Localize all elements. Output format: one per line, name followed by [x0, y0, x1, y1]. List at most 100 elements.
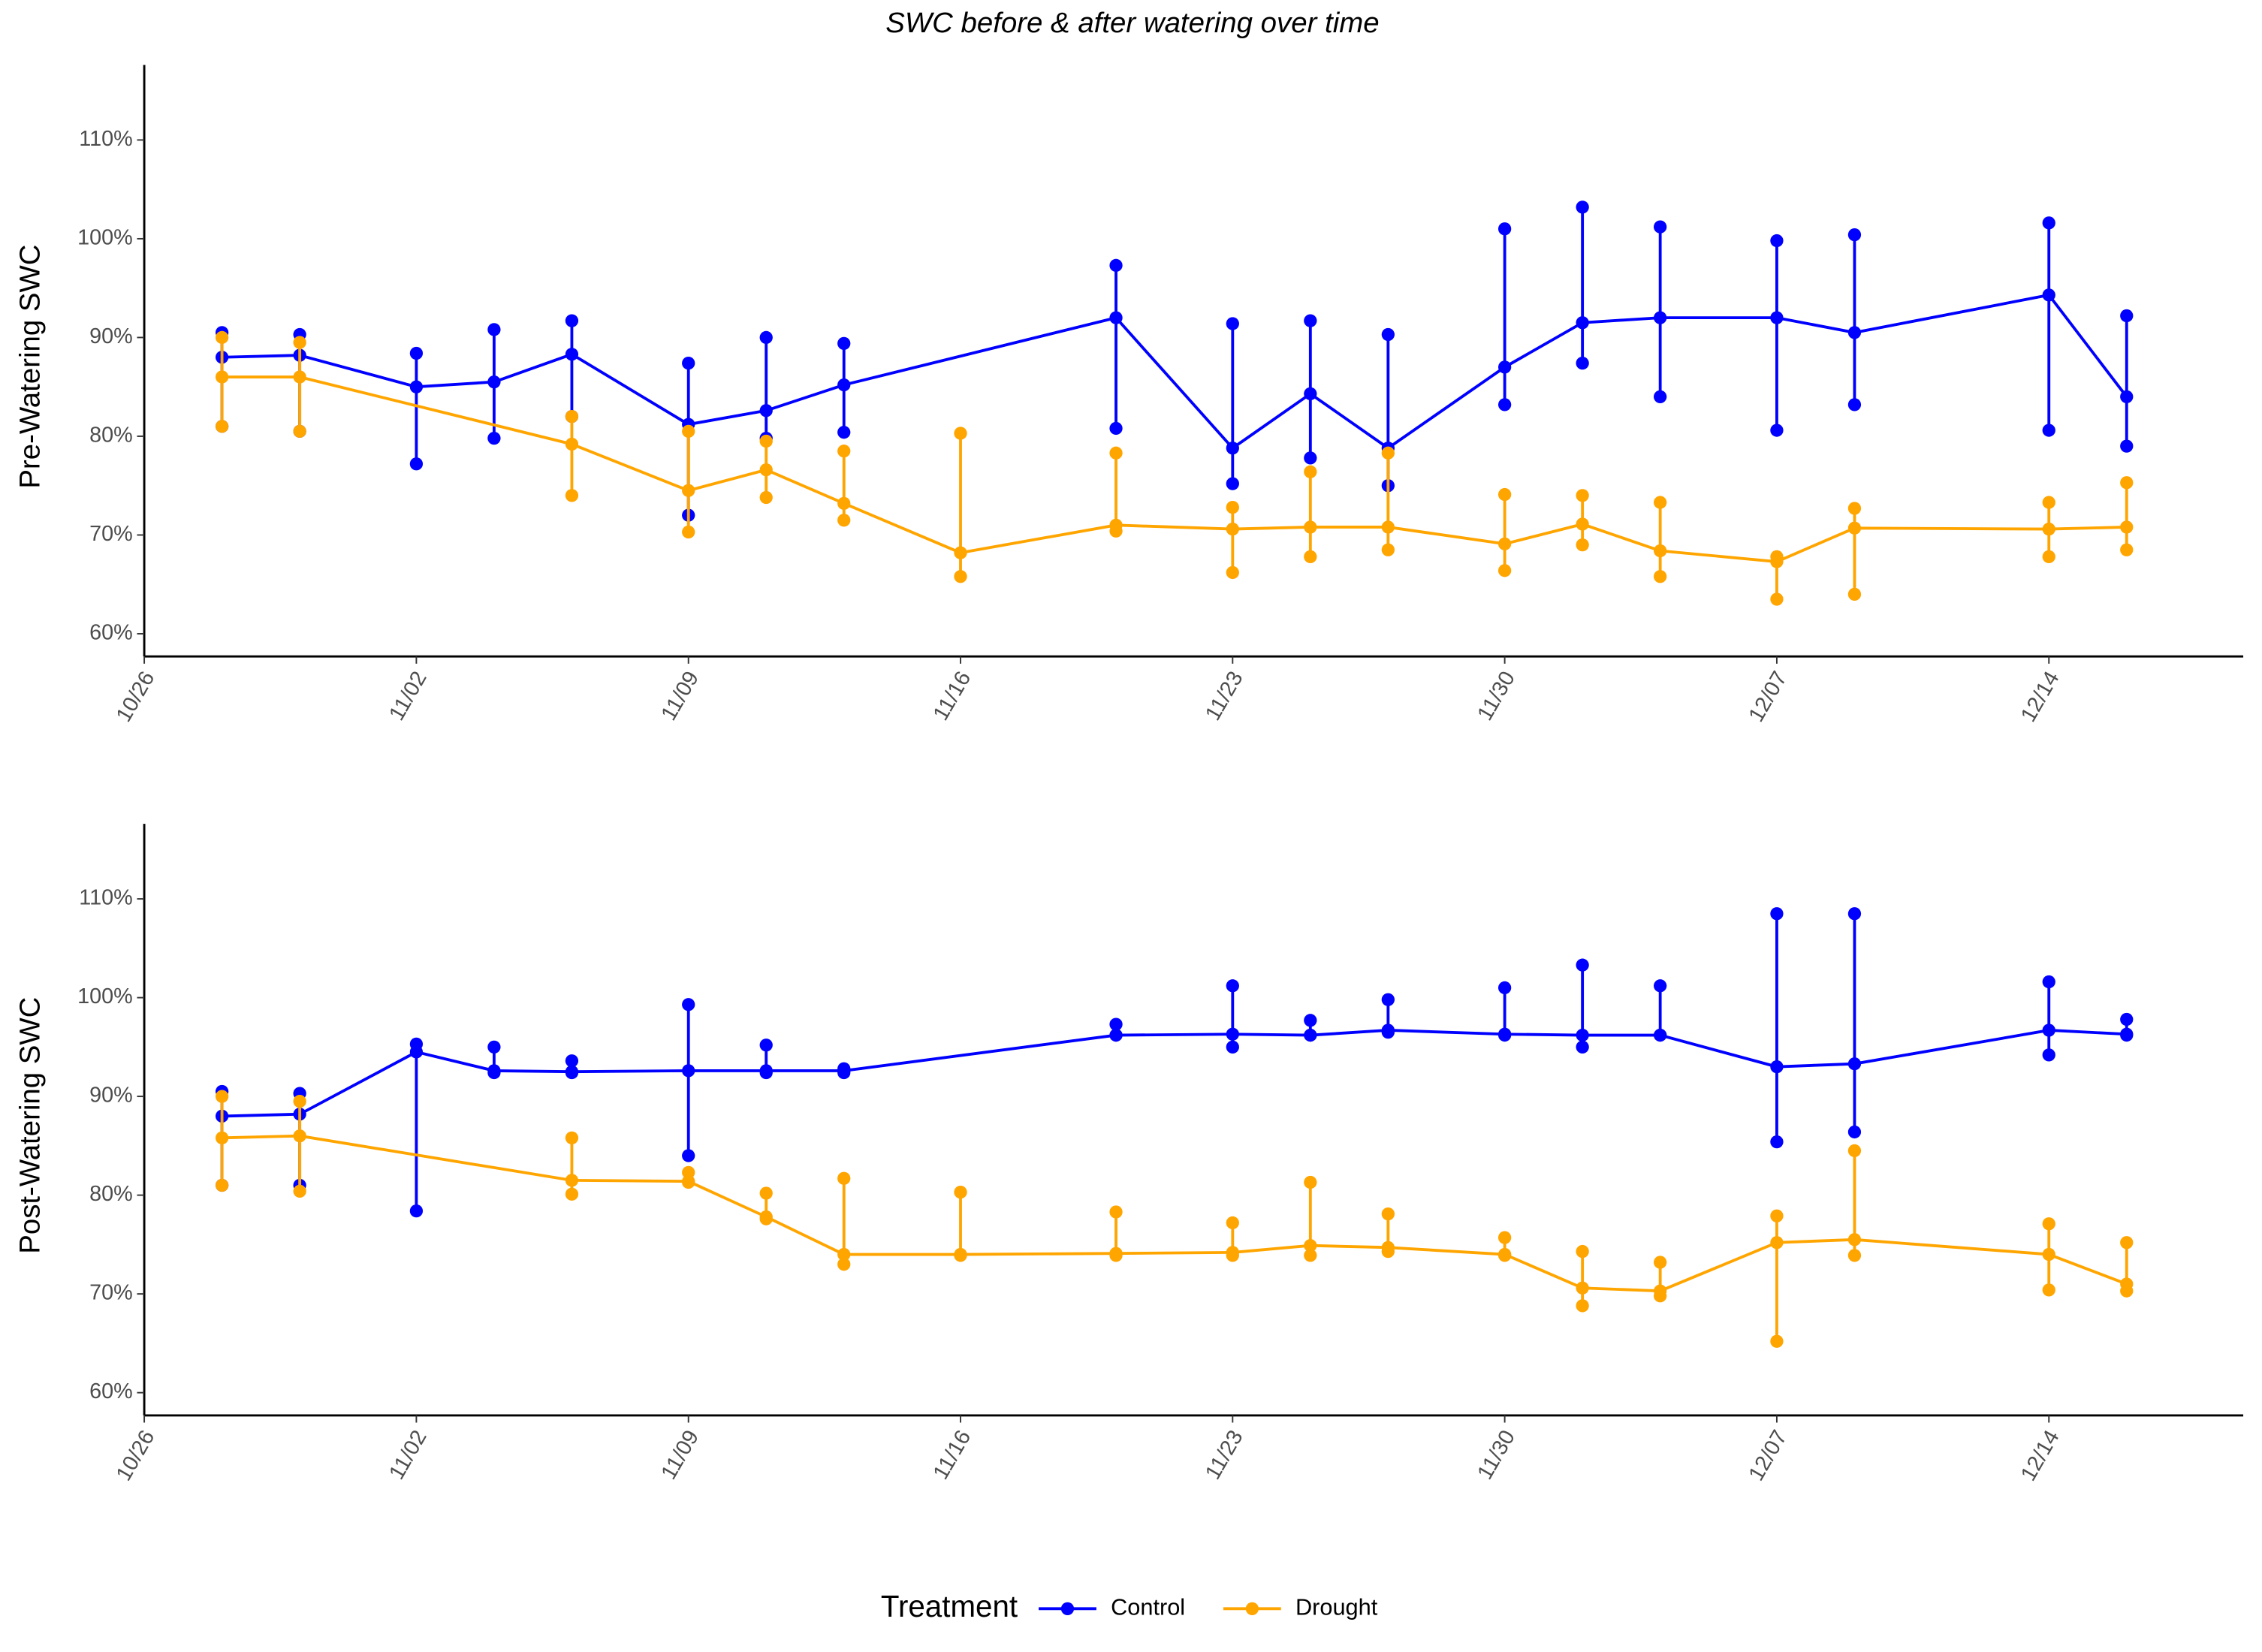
- max-point: [1497, 1231, 1512, 1244]
- max-point: [954, 427, 967, 440]
- mean-point: [2120, 1027, 2134, 1041]
- max-point: [487, 323, 501, 336]
- x-tick-label: 12/14: [2016, 1426, 2064, 1485]
- min-point: [293, 424, 306, 439]
- max-point: [1381, 993, 1395, 1006]
- max-point: [565, 410, 579, 424]
- min-point: [1304, 550, 1317, 564]
- max-point: [1497, 487, 1512, 502]
- min-point: [837, 514, 851, 527]
- min-point: [1109, 421, 1123, 436]
- min-point: [1576, 1040, 1589, 1054]
- max-point: [682, 424, 695, 439]
- series-line: [222, 293, 2128, 451]
- min-point: [1576, 1299, 1589, 1313]
- y-tick-label: 100%: [77, 984, 133, 1008]
- max-point: [565, 314, 579, 327]
- min-point: [565, 489, 579, 502]
- min-point: [2042, 424, 2055, 437]
- max-point: [409, 346, 424, 360]
- legend-dot: [1245, 1602, 1259, 1616]
- max-point: [565, 1131, 579, 1144]
- min-point: [1847, 1249, 1862, 1262]
- max-point: [1226, 501, 1239, 514]
- max-point: [837, 336, 851, 350]
- max-point: [565, 1054, 579, 1068]
- max-point: [2120, 1012, 2134, 1026]
- x-tick-label: 11/16: [929, 1426, 976, 1484]
- max-point: [1654, 220, 1667, 234]
- min-point: [759, 490, 773, 505]
- y-tick-label: 60%: [89, 621, 133, 645]
- min-point: [1770, 1135, 1784, 1149]
- y-tick-label: 80%: [89, 1182, 133, 1206]
- x-tick-label: 11/30: [1473, 1426, 1520, 1484]
- max-point: [487, 1040, 501, 1054]
- max-point: [1226, 1216, 1239, 1230]
- max-point: [759, 330, 773, 345]
- max-point: [1304, 1014, 1317, 1027]
- max-point: [1770, 1209, 1784, 1222]
- y-tick-label: 70%: [89, 1281, 133, 1305]
- max-point: [1576, 200, 1589, 214]
- max-point: [1847, 228, 1862, 242]
- max-point: [682, 998, 695, 1011]
- max-point: [293, 336, 306, 349]
- x-tick-label: 11/09: [656, 1426, 704, 1484]
- x-tick-label: 12/14: [2016, 668, 2064, 726]
- series-line: [222, 375, 2127, 563]
- mean-point: [2120, 520, 2134, 534]
- min-point: [293, 1184, 306, 1198]
- x-tick-label: 11/02: [385, 668, 432, 725]
- min-point: [837, 426, 851, 439]
- mean-point: [215, 370, 229, 384]
- min-point: [1847, 1125, 1862, 1139]
- max-point: [1381, 446, 1395, 460]
- min-point: [837, 1258, 851, 1271]
- max-point: [1109, 1017, 1123, 1031]
- min-point: [1654, 570, 1667, 583]
- max-point: [759, 1039, 773, 1052]
- min-point: [409, 1204, 424, 1218]
- x-tick-label: 11/23: [1201, 1426, 1248, 1484]
- max-point: [1576, 489, 1589, 502]
- x-tick-label: 11/23: [1201, 668, 1248, 725]
- max-point: [759, 1186, 773, 1200]
- x-tick-label: 11/30: [1473, 668, 1520, 725]
- max-point: [1381, 327, 1395, 342]
- min-point: [565, 1187, 579, 1201]
- min-point: [487, 431, 501, 445]
- x-tick-label: 12/07: [1745, 1426, 1793, 1485]
- max-point: [1770, 234, 1784, 248]
- max-point: [1847, 1144, 1862, 1158]
- x-tick-label: 11/02: [385, 1426, 432, 1484]
- y-tick-label: 110%: [79, 127, 133, 151]
- max-point: [215, 1090, 229, 1103]
- max-point: [1109, 258, 1123, 273]
- max-point: [1381, 1207, 1395, 1221]
- max-point: [293, 1095, 306, 1108]
- min-point: [2042, 1283, 2055, 1297]
- max-point: [1654, 496, 1667, 509]
- legend-label: Control: [1111, 1593, 1185, 1620]
- min-point: [1576, 538, 1589, 552]
- max-point: [1497, 981, 1512, 995]
- min-point: [2120, 439, 2134, 453]
- min-point: [1497, 564, 1512, 577]
- max-point: [1576, 958, 1589, 972]
- max-point: [682, 356, 695, 370]
- legend-label: Drought: [1295, 1593, 1378, 1620]
- max-point: [2042, 1217, 2055, 1231]
- y-axis-title: Pre-Watering SWC: [14, 244, 46, 488]
- y-tick-label: 90%: [89, 324, 133, 348]
- min-point: [1770, 424, 1784, 437]
- max-point: [2042, 216, 2055, 230]
- min-point: [1226, 565, 1239, 580]
- max-point: [1109, 1205, 1123, 1219]
- max-point: [954, 1186, 967, 1199]
- max-point: [837, 1171, 851, 1185]
- y-tick-label: 60%: [89, 1379, 133, 1403]
- legend-title: Treatment: [881, 1589, 1018, 1623]
- x-tick-label: 12/07: [1745, 668, 1793, 726]
